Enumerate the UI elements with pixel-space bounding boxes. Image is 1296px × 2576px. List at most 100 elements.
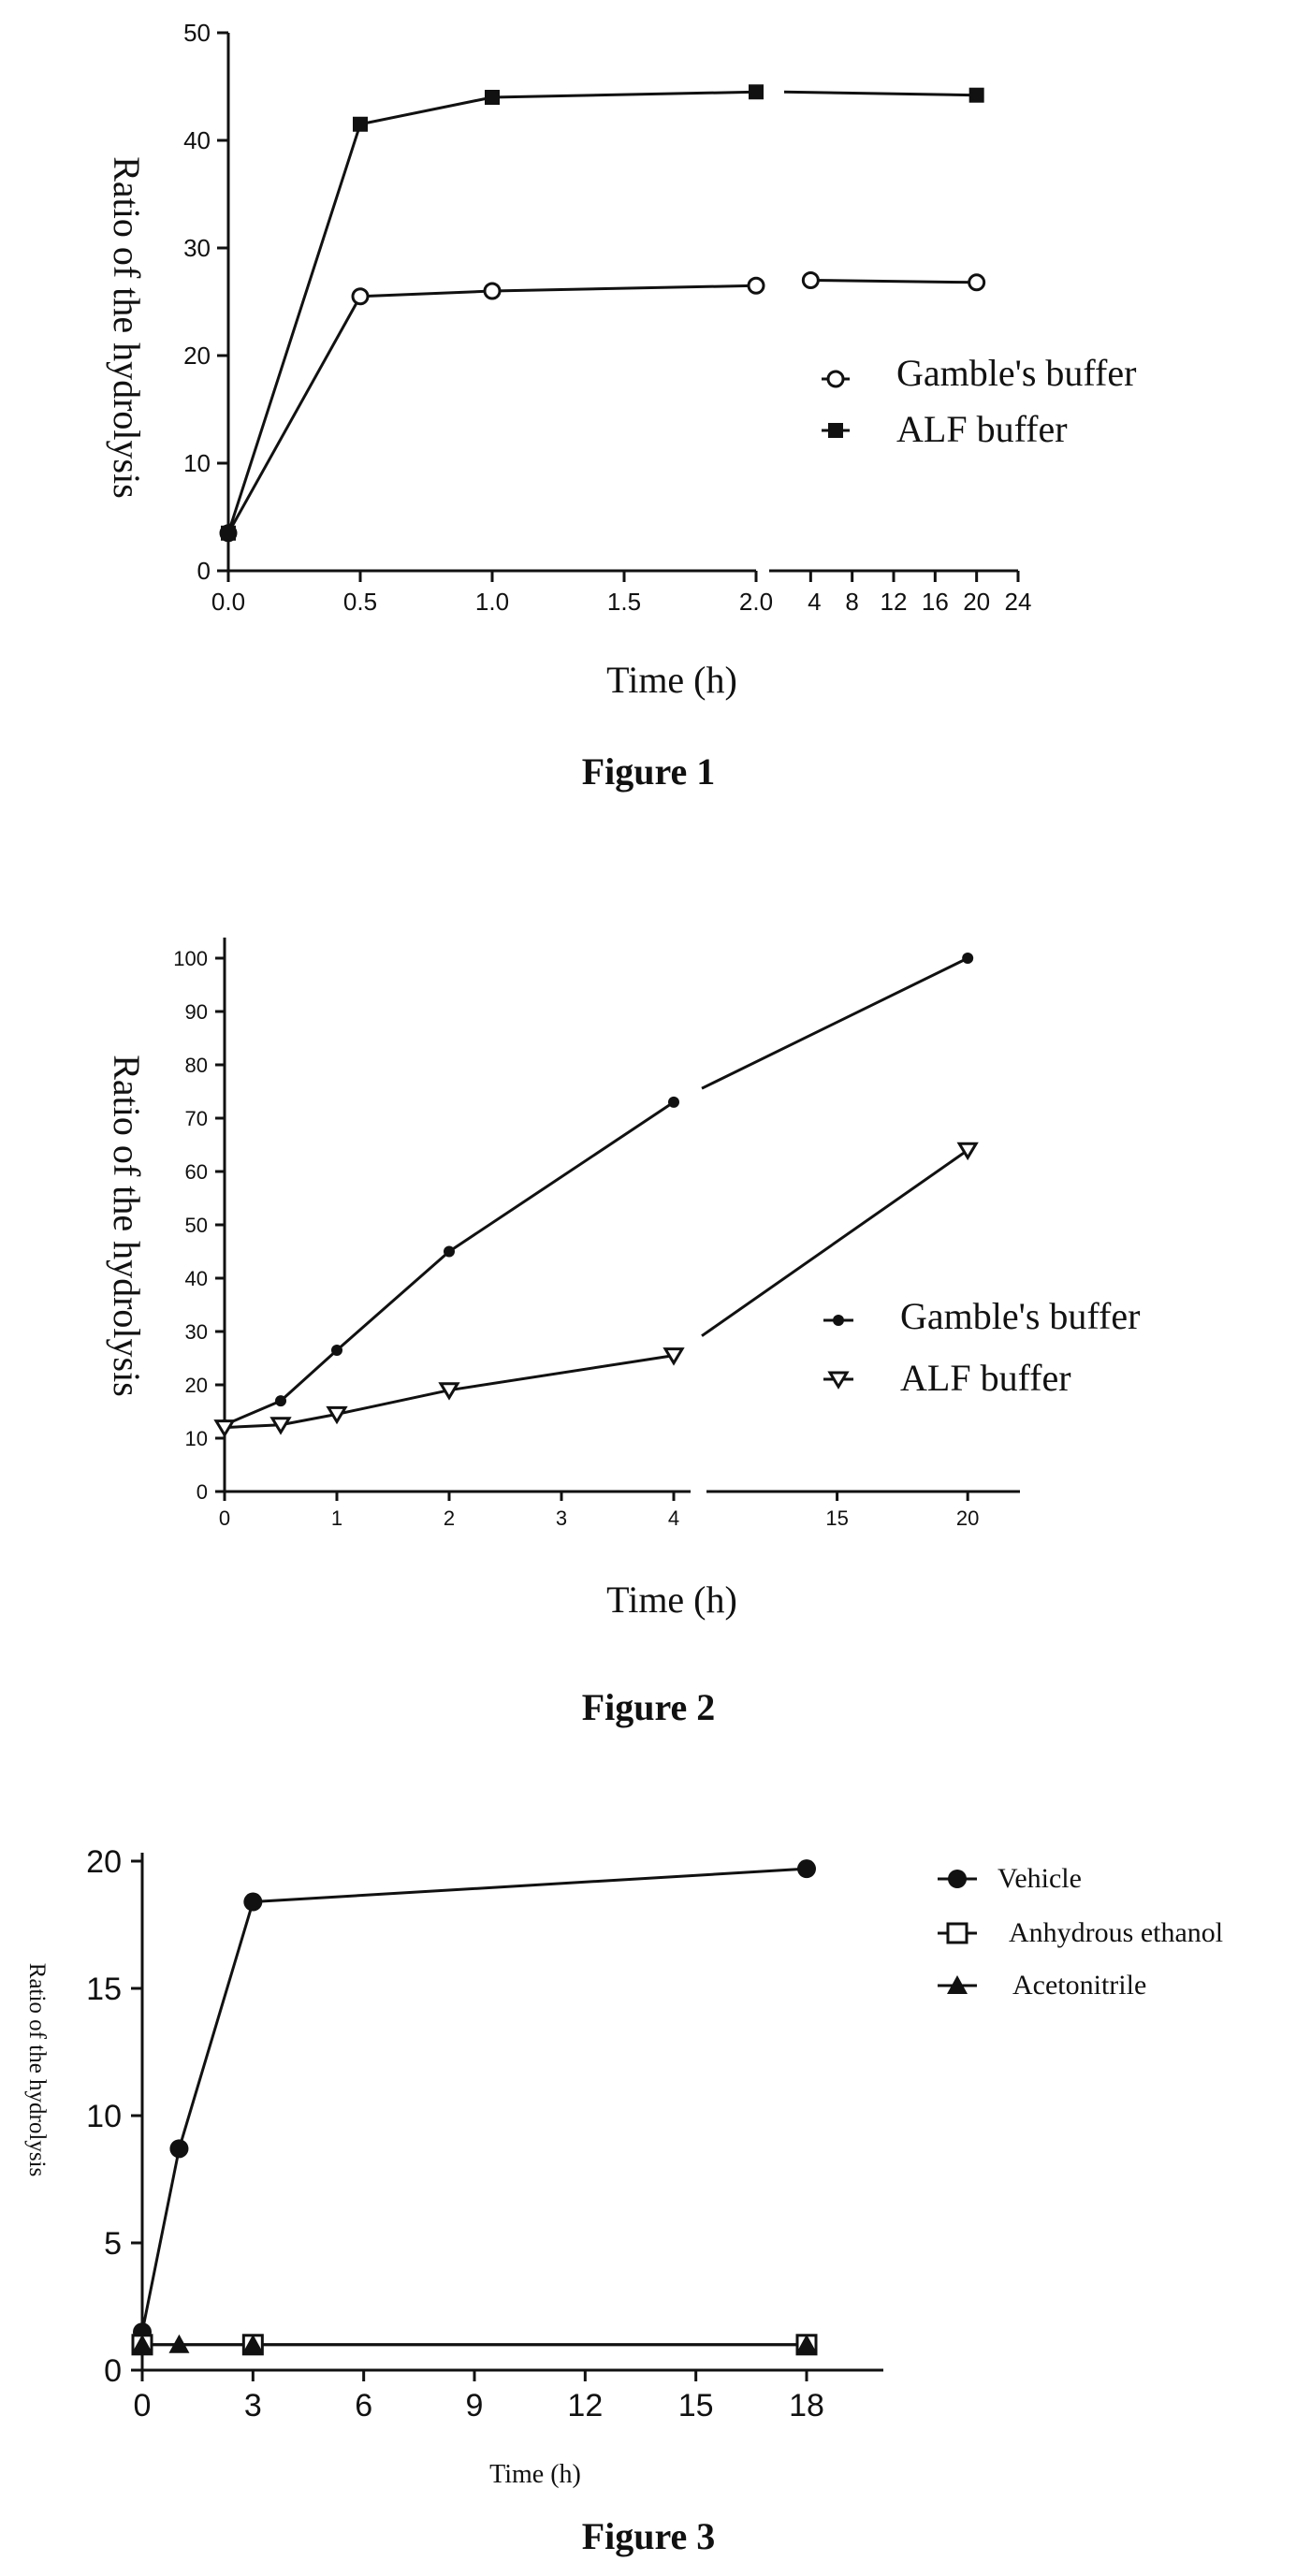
fig1-y-tick-label: 20 [183,342,211,370]
fig1-point-alf [221,525,236,541]
fig3-series-line [178,1901,255,2149]
fig2-point-gamble [668,1096,679,1108]
fig3-series-line [253,1867,808,1904]
fig2-legend: Gamble's buffer ALF buffer [823,1295,1140,1399]
fig3-legend: Vehicle Anhydrous ethanol Acetonitrile [938,1863,1223,2001]
fig2-series-line [280,1412,338,1427]
fig1-x-tick-label: 8 [845,588,858,616]
fig2-series-line [448,1354,675,1392]
fig1-x-tick-label: 2.0 [739,588,773,616]
fig1-y-tick-label: 40 [183,126,211,154]
fig3-y-tick-label: 10 [86,2099,122,2134]
fig3-legend-label-ethanol: Anhydrous ethanol [1009,1917,1223,1948]
fig2-y-tick-label: 100 [173,947,208,970]
fig2-x-tick-label: 3 [556,1506,567,1530]
chart-figure-2: 0 10 20 30 40 50 60 70 80 90 100 0 1 2 3 4 15 20 Ratio of… [106,938,1140,1728]
fig1-x-tick-label: 0.0 [211,588,245,616]
fig3-legend-marker-vehicle [948,1870,967,1888]
fig2-series-line [448,1100,675,1253]
fig2-y-tick-label: 40 [185,1267,208,1290]
fig2-series-line [279,1348,339,1403]
fig3-legend-marker-acetonitrile [947,1975,968,1994]
fig2-caption: Figure 2 [582,1686,716,1728]
fig1-x-tick-label: 24 [1005,588,1032,616]
fig1-x-tick-label: 1.0 [475,588,509,616]
fig2-point-alf [213,1419,236,1438]
fig3-x-axis-label: Time (h) [489,2460,581,2489]
fig1-y-tick-label: 0 [197,557,211,585]
fig2-y-tick-label: 90 [185,1000,208,1024]
fig1-x-axis-label: Time (h) [606,659,737,701]
fig3-x-tick-label: 6 [355,2388,372,2423]
fig2-series-line [701,956,968,1090]
fig2-y-tick-label: 20 [185,1374,208,1397]
fig3-point-acetonitrile [796,2334,817,2353]
fig2-point-alf [269,1417,292,1435]
fig1-series-line [226,296,362,534]
fig2-point-alf [326,1405,348,1425]
fig2-series-line [701,1148,969,1337]
fig1-x-tick-label: 20 [963,588,990,616]
fig1-x-tick-label: 12 [881,588,908,616]
fig1-x-tick-label: 16 [922,588,949,616]
fig3-x-tick-label: 9 [466,2388,484,2423]
fig1-y-axis-label: Ratio of the hydrolysis [106,156,148,499]
fig2-x-tick-label: 0 [219,1506,230,1530]
fig1-point-gamble [351,287,370,306]
fig2-series-line [224,1423,282,1430]
fig1-legend: Gamble's buffer ALF buffer [822,352,1136,450]
chart-figure-3: 0 5 10 15 20 0 3 6 9 12 15 18 Ratio of the hydrolys… [24,1844,1223,2557]
fig1-point-gamble [801,271,820,289]
fig2-series-line [336,1389,450,1416]
fig1-series-line [783,90,977,97]
fig2-point-gamble [331,1344,342,1356]
fig1-point-alf [749,84,764,100]
fig1-point-alf [353,116,368,132]
fig1-x-tick-label: 0.5 [343,588,377,616]
fig2-y-tick-label: 0 [197,1480,208,1504]
fig2-legend-label-gamble: Gamble's buffer [900,1295,1140,1337]
fig3-caption: Figure 3 [582,2515,716,2557]
fig3-point-acetonitrile [242,2334,264,2353]
fig2-y-tick-label: 30 [185,1320,208,1344]
fig1-x-tick-label: 4 [808,588,821,616]
fig3-point-acetonitrile [168,2334,190,2353]
fig2-legend-label-alf: ALF buffer [900,1357,1071,1399]
fig1-point-gamble [747,276,765,295]
fig3-series-line [140,2148,181,2333]
fig2-legend-marker-alf [827,1371,850,1390]
fig2-y-axis-label: Ratio of the hydrolysis [106,1055,148,1397]
fig1-series-line [359,95,493,126]
fig3-x-tick-label: 12 [567,2388,603,2423]
fig1-legend-marker-gamble [826,370,845,388]
fig3-y-axis-label: Ratio of the hydrolysis [24,1963,50,2176]
fig1-point-alf [968,87,984,103]
fig2-point-gamble [275,1395,286,1407]
fig1-series-line [226,124,362,534]
fig3-y-tick-label: 5 [104,2226,122,2262]
fig1-y-tick-label: 10 [183,449,211,477]
fig1-legend-marker-alf [828,423,843,438]
fig2-x-tick-label: 20 [956,1506,979,1530]
fig3-x-tick-label: 3 [244,2388,262,2423]
fig2-y-tick-label: 70 [185,1107,208,1130]
fig2-x-axis-label: Time (h) [606,1579,737,1621]
fig2-series-line [336,1250,450,1352]
fig2-x-tick-label: 15 [825,1506,848,1530]
fig1-series-line [359,289,493,298]
fig3-y-tick-label: 0 [104,2353,122,2389]
fig2-point-alf [663,1347,685,1366]
fig2-point-gamble [444,1245,455,1258]
fig1-legend-label-gamble: Gamble's buffer [896,352,1136,394]
fig3-point-vehicle [169,2139,189,2159]
fig3-y-tick-label: 15 [86,1972,122,2007]
fig2-y-tick-label: 50 [185,1214,208,1237]
fig1-point-alf [485,90,500,105]
fig1-legend-label-alf: ALF buffer [896,408,1068,450]
fig3-legend-marker-ethanol [946,1922,968,1944]
fig1-point-gamble [968,273,986,292]
fig3-x-tick-label: 18 [789,2388,824,2423]
fig2-x-tick-label: 2 [444,1506,455,1530]
fig1-series-line [491,90,757,99]
